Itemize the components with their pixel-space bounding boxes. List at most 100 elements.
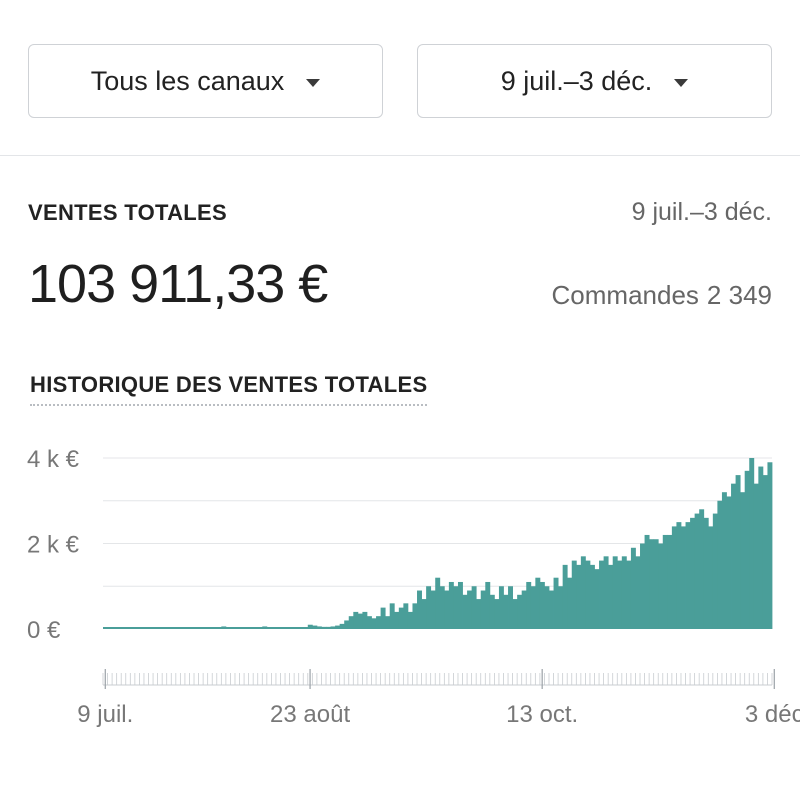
x-tick-label: 23 août [270,701,350,728]
sales-bar [758,466,764,629]
sales-bar [658,543,664,629]
total-sales-value: 103 911,33 € [28,254,328,314]
sales-bar [589,564,595,629]
sales-bar [467,590,473,629]
sales-bar [731,483,736,629]
sales-bar [608,564,614,629]
sales-bar [562,564,568,629]
sales-bar [426,586,432,629]
sales-bar [558,586,564,629]
divider [0,155,800,156]
sales-bar [753,483,759,629]
sales-bar [494,599,500,629]
caret-down-icon [674,78,689,87]
sales-bar [708,526,714,629]
channel-filter-dropdown[interactable]: Tous les canaux [28,44,383,118]
sales-bar [740,492,746,629]
sales-bar [380,607,386,629]
sales-bar [649,539,655,629]
sales-bar [389,603,395,629]
sales-bar [617,560,623,629]
sales-bar [671,526,677,629]
y-tick-label: 2 k € [27,532,80,559]
sales-bar [430,590,436,629]
sales-bar [594,569,600,629]
sales-bar [635,556,641,629]
sales-bar [307,624,313,629]
sales-bar [576,564,582,629]
sales-bar [667,534,673,629]
sales-bar [444,590,450,629]
sales-bar [517,594,523,629]
summary-date-range: 9 juil.–3 déc. [631,198,772,226]
sales-bar [662,534,668,629]
sales-bar [749,458,755,629]
sales-bar [549,590,554,629]
sales-bar [685,522,691,629]
sales-bar [571,560,577,629]
sales-bar [398,607,404,629]
sales-bar [621,556,627,629]
sales-bar [412,603,418,629]
sales-bar [640,543,645,629]
sales-bar [508,586,513,629]
sales-bar [539,581,545,629]
sales-bar [521,590,527,629]
sales-bar [498,586,504,629]
sales-bar [544,586,550,629]
sales-bar [448,581,454,629]
sales-bar [366,616,372,629]
date-range-dropdown[interactable]: 9 juil.–3 déc. [417,44,772,118]
sales-bar [626,560,632,629]
y-tick-label: 0 € [27,617,61,644]
sales-bar [553,577,559,629]
sales-bar [344,620,350,629]
x-tick-label: 3 déc [745,701,800,728]
sales-bar [580,556,586,629]
baseline [103,627,772,629]
sales-history-chart: 4 k € 2 k € 0 € 9 juil. 23 août 13 oct. 3 déc [27,446,800,728]
date-range-label: 9 juil.–3 déc. [500,65,653,96]
sales-bar [480,590,486,629]
sales-bar [767,462,773,629]
sales-bar [612,556,618,629]
orders-count: Commandes 2 349 [552,280,772,311]
sales-bar [357,613,363,629]
sales-bar [403,603,409,629]
sales-bar [362,611,368,629]
sales-bar [762,475,768,629]
sales-bar [644,534,650,629]
sales-bar [630,547,636,629]
sales-bar [385,616,391,629]
sales-bar [726,496,732,629]
sales-bar [353,611,359,629]
sales-bar [735,475,741,629]
sales-bar [348,616,354,629]
sales-bar [703,517,709,629]
sales-bar [435,577,441,629]
sales-bar [676,522,682,629]
sales-bar [680,526,686,629]
sales-bar [471,586,477,629]
sales-bar [476,599,482,629]
sales-bar [717,500,723,629]
sales-bar [376,616,382,629]
sales-bar [744,470,750,629]
sales-bar [485,581,491,629]
sales-bar [699,509,705,629]
sales-bar [417,590,422,629]
sales-bar [653,539,659,629]
sales-bar [453,586,459,629]
x-tick-label: 13 oct. [506,701,578,728]
sales-bar [712,513,718,629]
sales-bar [394,611,400,629]
x-tick-label: 9 juil. [77,701,133,728]
sales-bar [462,594,468,629]
sales-bar [512,599,518,629]
orders-label: Commandes [551,280,699,310]
sales-history-title[interactable]: HISTORIQUE DES VENTES TOTALES [30,372,428,406]
sales-bar [339,623,345,629]
sales-bar [371,618,377,629]
sales-bar [503,594,509,629]
sales-bar [599,560,605,629]
